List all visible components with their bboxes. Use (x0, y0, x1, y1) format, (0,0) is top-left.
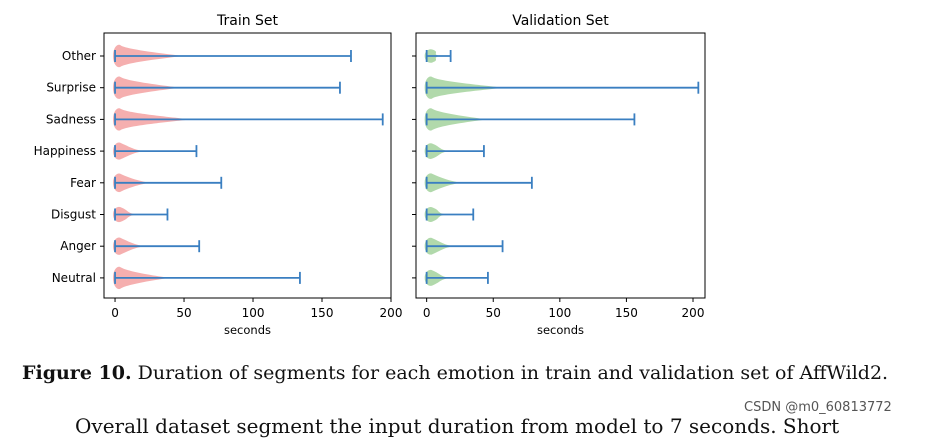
x-axis-label: seconds (224, 323, 271, 337)
x-tick-label: 150 (615, 306, 638, 320)
y-tick-label: Neutral (52, 271, 96, 285)
y-tick-label: Surprise (46, 81, 96, 95)
chart-title: Validation Set (512, 13, 609, 29)
y-tick-label: Other (62, 49, 96, 63)
next-paragraph-text: Overall dataset segment the input durati… (75, 414, 840, 438)
x-tick-label: 50 (176, 306, 191, 320)
caption-text: Duration of segments for each emotion in… (131, 362, 889, 384)
y-tick-label: Happiness (34, 144, 96, 158)
x-axis-label: seconds (537, 323, 584, 337)
panel-train: Train Set 0 50 100 150 200 seconds Neutral Anger… (34, 13, 403, 337)
x-tick-label: 50 (486, 306, 501, 320)
x-tick-label: 100 (548, 306, 571, 320)
violin-chart-figure: Train Set 0 50 100 150 200 seconds Neutral Anger… (34, 13, 706, 337)
caption-label: Figure 10. (22, 362, 132, 384)
x-tick-label: 0 (111, 306, 119, 320)
x-tick-label: 200 (682, 306, 705, 320)
chart-title: Train Set (216, 13, 279, 29)
x-tick-label: 150 (311, 306, 334, 320)
y-tick-label: Sadness (46, 112, 96, 126)
x-tick-label: 0 (423, 306, 431, 320)
plot-frame (103, 32, 392, 299)
x-tick-label: 100 (242, 306, 265, 320)
figure-caption: Figure 10. Duration of segments for each… (22, 362, 922, 384)
x-tick-label: 200 (380, 306, 403, 320)
plot-frame (415, 32, 706, 299)
watermark: CSDN @m0_60813772 (744, 400, 892, 415)
y-tick-label: Fear (70, 176, 96, 190)
y-tick-label: Disgust (51, 208, 96, 222)
y-tick-label: Anger (60, 239, 96, 253)
panel-validation: Validation Set 0 50 100 150 200 seconds (412, 13, 706, 337)
